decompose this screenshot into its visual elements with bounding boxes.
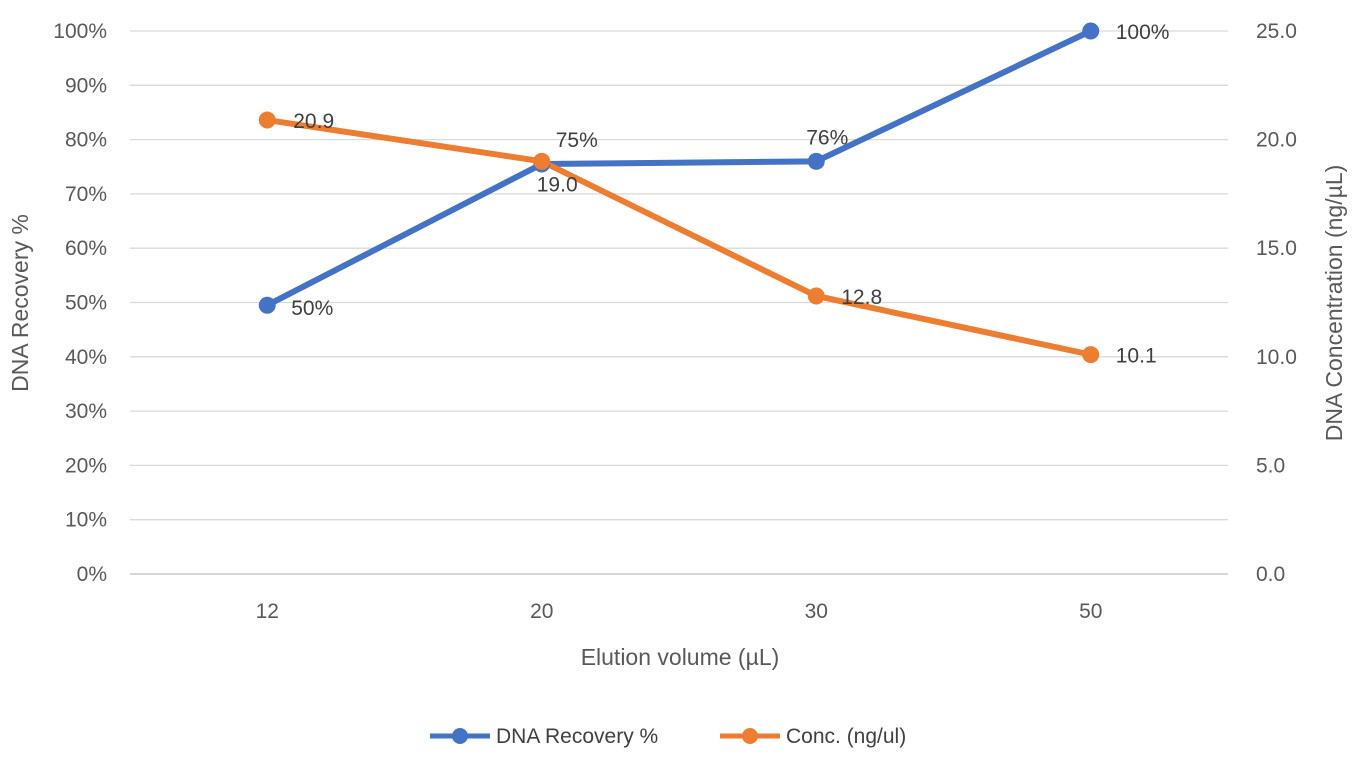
- data-label-concentration: 20.9: [293, 110, 334, 133]
- data-point-concentration: [1082, 346, 1100, 364]
- y2-tick-label: 10.0: [1256, 346, 1297, 369]
- data-label-concentration: 10.1: [1116, 345, 1157, 368]
- x-tick-label: 12: [256, 600, 279, 623]
- x-tick-label: 30: [805, 600, 828, 623]
- y-tick-label: 40%: [65, 346, 107, 369]
- data-labels: 50% 75% 76% 100% 20.9 19.0 12.8 10.1: [291, 21, 1169, 368]
- data-point-recovery: [1082, 22, 1100, 40]
- y2-tick-label: 0.0: [1256, 563, 1285, 586]
- legend-label-recovery: DNA Recovery %: [496, 725, 658, 748]
- data-label-recovery: 100%: [1116, 21, 1170, 44]
- legend-item-recovery: DNA Recovery %: [430, 725, 658, 748]
- right-axis-ticks: 0.0 5.0 10.0 15.0 20.0 25.0: [1256, 20, 1297, 586]
- y2-tick-label: 25.0: [1256, 20, 1297, 43]
- legend-item-concentration: Conc. (ng/ul): [720, 725, 906, 748]
- legend: DNA Recovery % Conc. (ng/ul): [430, 725, 906, 748]
- data-label-recovery: 76%: [806, 126, 848, 149]
- legend-label-concentration: Conc. (ng/ul): [786, 725, 906, 748]
- data-point-concentration: [258, 111, 276, 129]
- series-line-recovery: [264, 28, 1094, 309]
- legend-marker-recovery: [452, 728, 468, 744]
- x-tick-label: 20: [530, 600, 553, 623]
- series-line-concentration: [264, 117, 1094, 358]
- data-point-recovery: [258, 296, 276, 314]
- y-tick-label: 0%: [77, 563, 107, 586]
- series-lines: [264, 28, 1094, 358]
- data-label-recovery: 75%: [556, 129, 598, 152]
- data-point-concentration: [533, 152, 551, 170]
- y-tick-label: 10%: [65, 509, 107, 532]
- y-tick-label: 80%: [65, 129, 107, 152]
- series-points: [258, 22, 1100, 364]
- data-point-recovery: [807, 152, 825, 170]
- y-tick-label: 90%: [65, 74, 107, 97]
- y-tick-label: 20%: [65, 454, 107, 477]
- data-label-concentration: 12.8: [841, 286, 882, 309]
- y2-tick-label: 20.0: [1256, 129, 1297, 152]
- y-tick-label: 60%: [65, 237, 107, 260]
- y2-tick-label: 5.0: [1256, 454, 1285, 477]
- y-axis-title: DNA Recovery %: [7, 214, 33, 392]
- y2-axis-title: DNA Concentration (ng/µL): [1321, 165, 1347, 442]
- y2-tick-label: 15.0: [1256, 237, 1297, 260]
- y-tick-label: 30%: [65, 400, 107, 423]
- x-axis-ticks: 12 20 30 50: [256, 600, 1103, 623]
- x-axis-title: Elution volume (µL): [581, 644, 780, 670]
- x-tick-label: 50: [1079, 600, 1102, 623]
- y-tick-label: 70%: [65, 183, 107, 206]
- gridlines: [130, 30, 1228, 575]
- data-label-concentration: 19.0: [537, 173, 578, 196]
- legend-marker-concentration: [742, 728, 758, 744]
- data-label-recovery: 50%: [291, 297, 333, 320]
- y-tick-label: 100%: [53, 20, 107, 43]
- y-tick-label: 50%: [65, 292, 107, 315]
- left-axis-ticks: 0% 10% 20% 30% 40% 50% 60% 70% 80% 90% 100%: [53, 20, 107, 586]
- data-point-concentration: [807, 287, 825, 305]
